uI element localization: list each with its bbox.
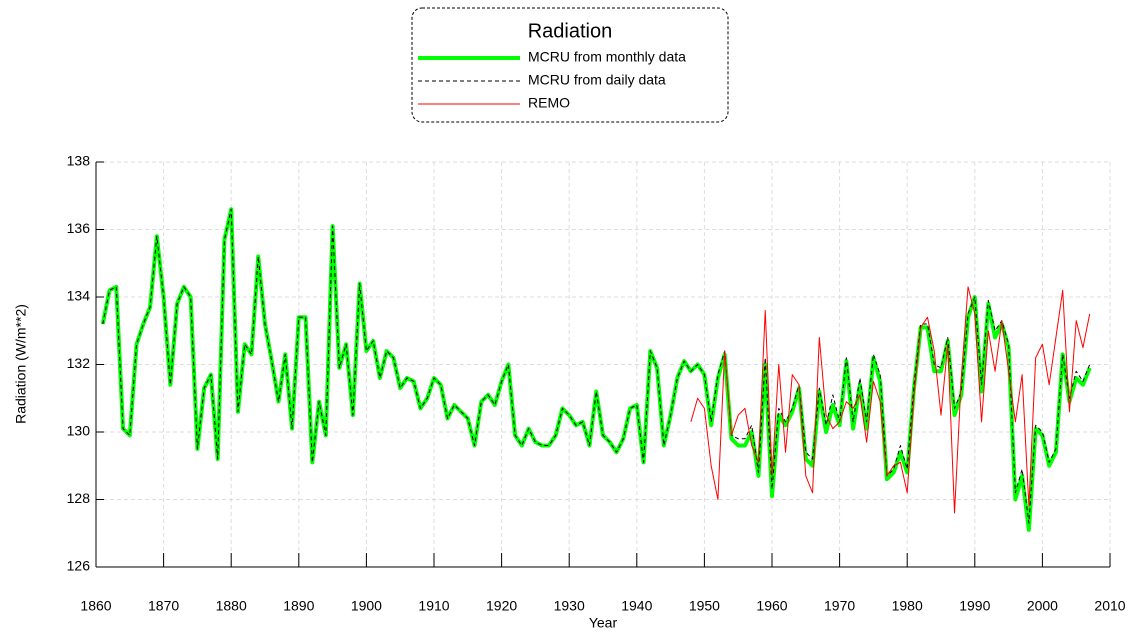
x-tick-label: 1900 bbox=[351, 598, 382, 614]
x-tick-label: 1930 bbox=[554, 598, 585, 614]
series-line bbox=[100, 207, 1092, 532]
x-axis-label: Year bbox=[589, 615, 618, 631]
x-tick-label: 1980 bbox=[892, 598, 923, 614]
series-line bbox=[690, 286, 1091, 514]
x-tick-label: 2010 bbox=[1094, 598, 1125, 614]
legend-label: MCRU from daily data bbox=[528, 72, 666, 88]
legend-label: REMO bbox=[528, 95, 570, 111]
y-tick-label: 136 bbox=[67, 220, 91, 236]
y-tick-label: 132 bbox=[67, 355, 91, 371]
x-tick-label: 1950 bbox=[689, 598, 720, 614]
x-tick-label: 1880 bbox=[216, 598, 247, 614]
x-tick-label: 1940 bbox=[621, 598, 652, 614]
y-axis-label: Radiation (W/m**2) bbox=[13, 304, 29, 424]
x-tick-label: 1970 bbox=[824, 598, 855, 614]
x-tick-label: 1910 bbox=[418, 598, 449, 614]
x-tick-label: 1870 bbox=[148, 598, 179, 614]
y-tick-label: 134 bbox=[67, 288, 91, 304]
y-tick-label: 126 bbox=[67, 558, 91, 574]
legend-box bbox=[411, 7, 729, 123]
legend-title: Radiation bbox=[528, 20, 613, 42]
legend-label: MCRU from monthly data bbox=[528, 49, 686, 65]
y-tick-label: 130 bbox=[67, 423, 91, 439]
x-tick-label: 2000 bbox=[1027, 598, 1058, 614]
x-tick-label: 1920 bbox=[486, 598, 517, 614]
x-tick-label: 1990 bbox=[959, 598, 990, 614]
x-tick-label: 1960 bbox=[756, 598, 787, 614]
x-tick-label: 1890 bbox=[283, 598, 314, 614]
series-line bbox=[102, 208, 1091, 524]
y-tick-label: 138 bbox=[67, 153, 91, 169]
x-tick-label: 1860 bbox=[80, 598, 111, 614]
y-tick-label: 128 bbox=[67, 490, 91, 506]
